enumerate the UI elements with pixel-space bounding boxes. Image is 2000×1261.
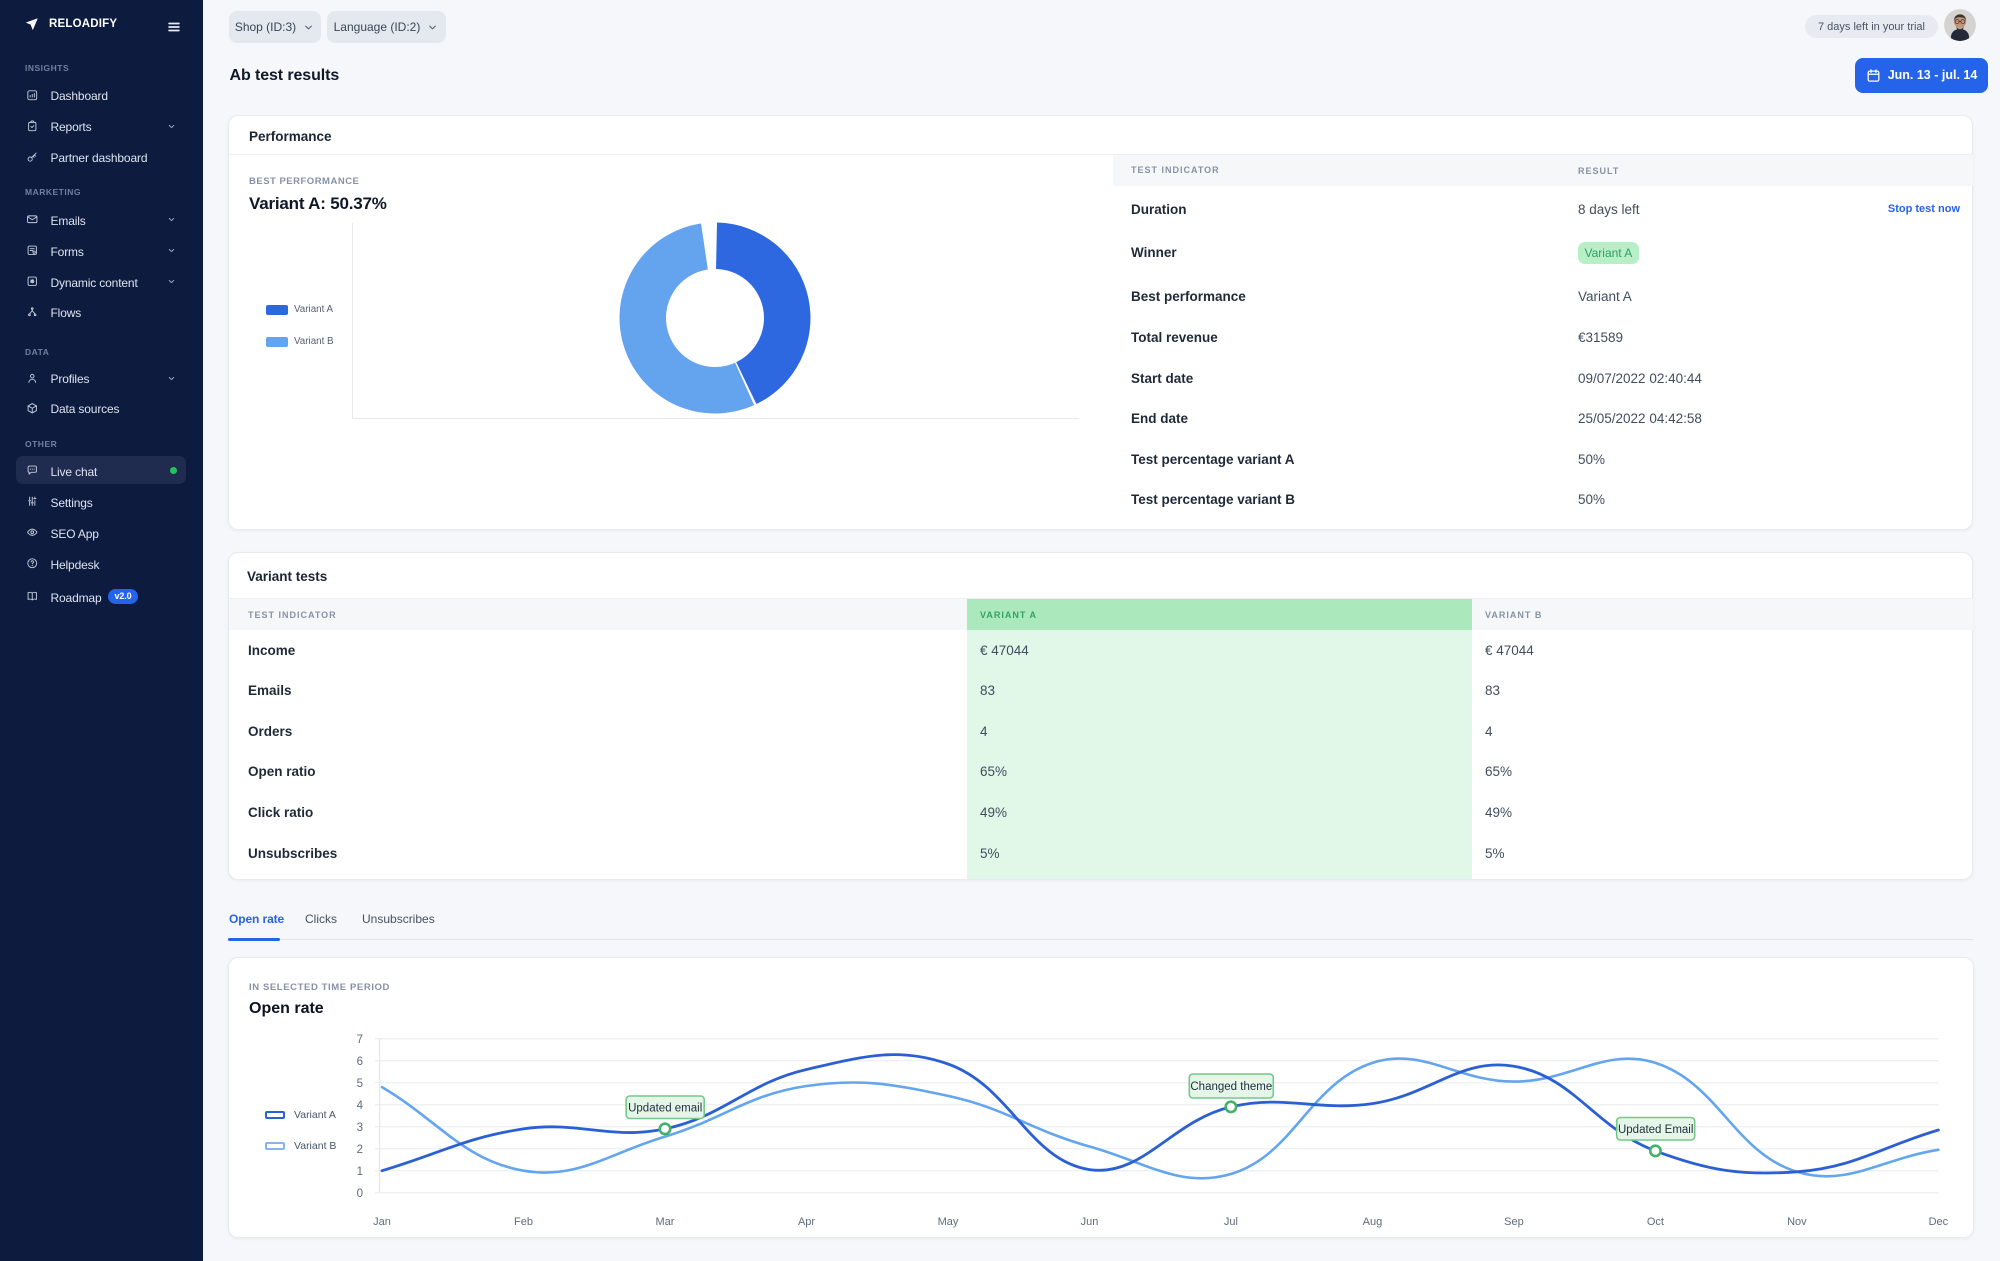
svg-text:Feb: Feb	[514, 1216, 533, 1228]
svg-text:Oct: Oct	[1647, 1216, 1664, 1228]
svg-text:4: 4	[357, 1100, 364, 1112]
svg-text:Updated email: Updated email	[628, 1102, 702, 1114]
svg-text:6: 6	[357, 1056, 363, 1068]
svg-text:Changed theme: Changed theme	[1190, 1081, 1272, 1093]
svg-text:Apr: Apr	[798, 1216, 815, 1228]
svg-text:Jun: Jun	[1081, 1216, 1099, 1228]
svg-text:Mar: Mar	[656, 1216, 675, 1228]
svg-text:2: 2	[357, 1144, 363, 1156]
svg-text:Dec: Dec	[1929, 1216, 1949, 1228]
svg-text:Updated Email: Updated Email	[1618, 1124, 1693, 1136]
svg-text:7: 7	[357, 1034, 363, 1046]
svg-text:Sep: Sep	[1504, 1216, 1524, 1228]
svg-text:5: 5	[357, 1078, 363, 1090]
svg-text:1: 1	[357, 1166, 363, 1178]
svg-text:Aug: Aug	[1363, 1216, 1383, 1228]
svg-text:Jan: Jan	[373, 1216, 391, 1228]
svg-text:3: 3	[357, 1122, 363, 1134]
svg-text:Jul: Jul	[1224, 1216, 1238, 1228]
svg-text:May: May	[938, 1216, 959, 1228]
svg-text:0: 0	[357, 1188, 363, 1200]
svg-text:Nov: Nov	[1787, 1216, 1807, 1228]
